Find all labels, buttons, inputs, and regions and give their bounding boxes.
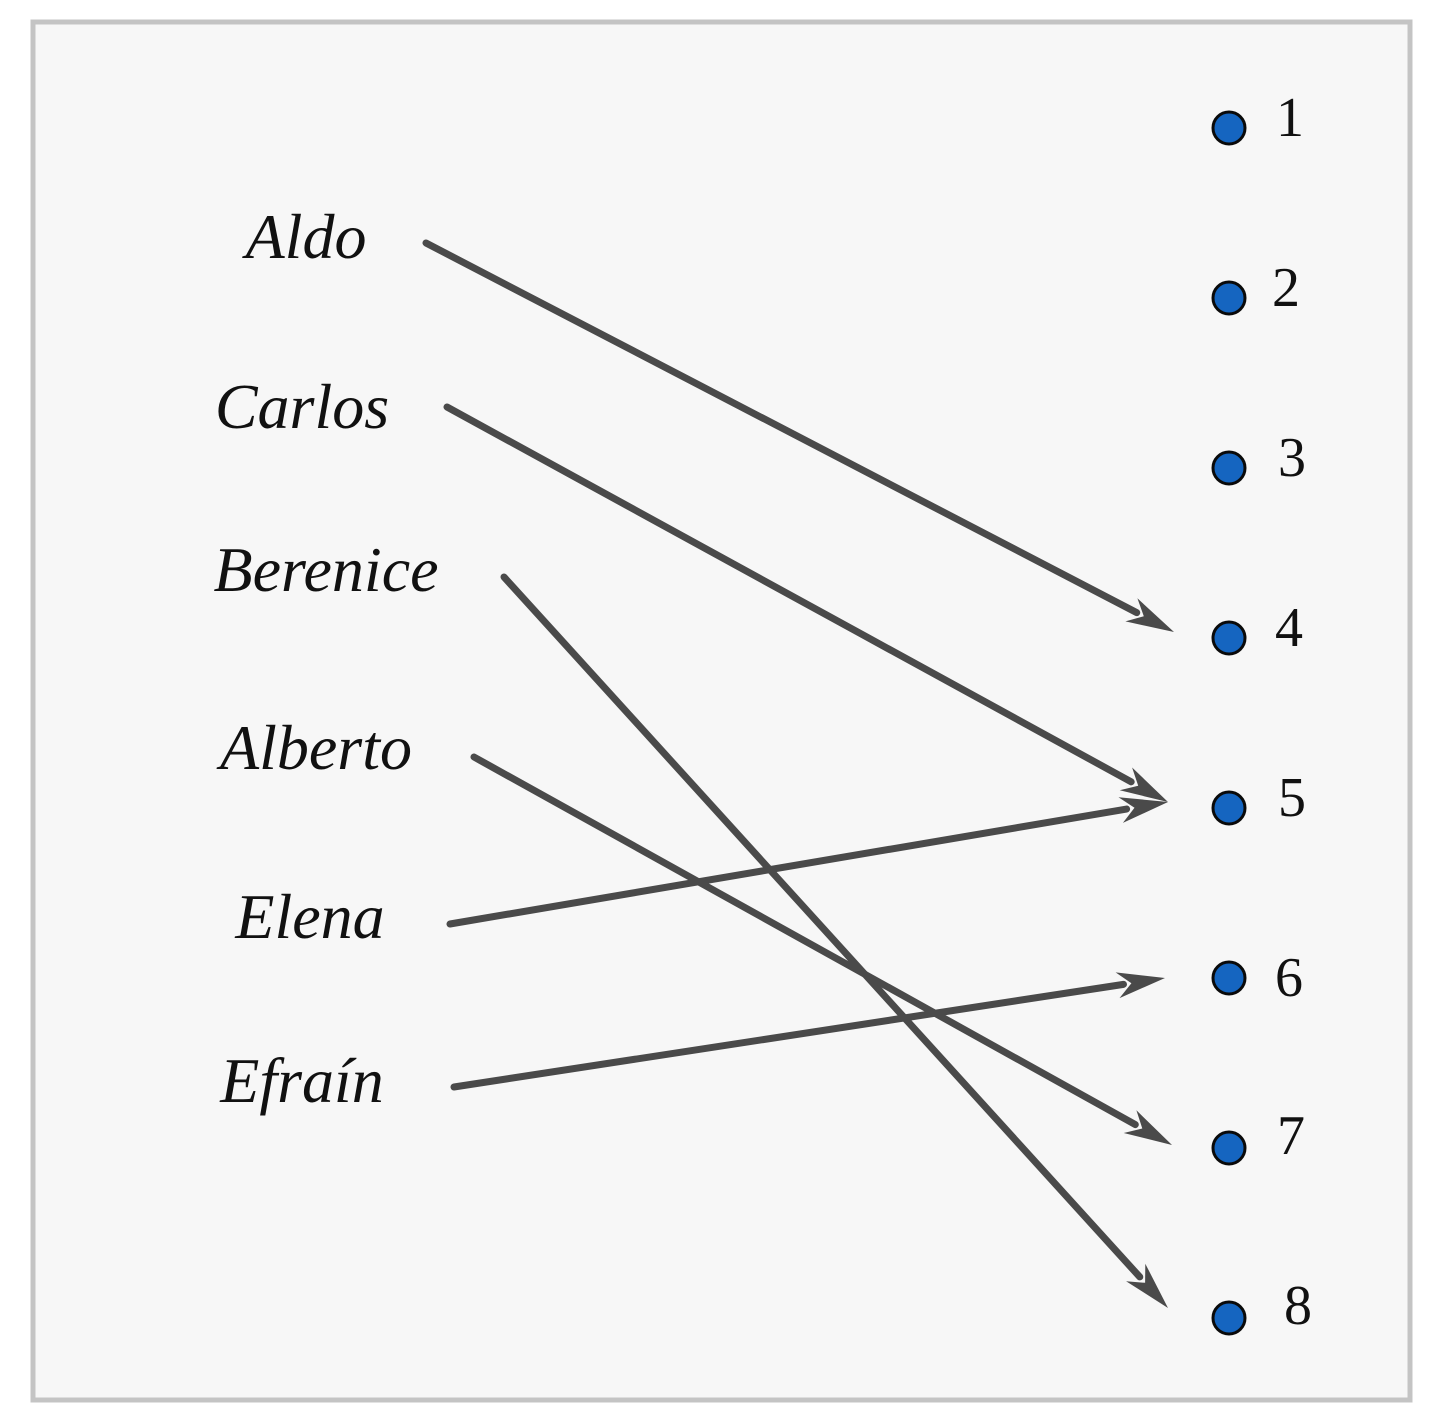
arrow-shaft [450,980,1127,1091]
dot-8 [1211,1300,1247,1336]
arrow-efrain-to-n6 [450,972,1165,1091]
dot-1 [1211,110,1247,146]
arrow-aldo-to-n4 [422,239,1174,632]
arrowhead [1119,767,1168,802]
name-efrain: Efraín [219,1045,384,1116]
number-5: 5 [1278,767,1306,829]
arrowhead [1126,1263,1168,1308]
name-berenice: Berenice [213,534,438,605]
number-6: 6 [1275,947,1303,1009]
domain-names: Aldo Carlos Berenice Alberto Elena Efraí… [213,201,438,1116]
dot-4 [1211,620,1247,656]
number-3: 3 [1278,427,1306,489]
arrowhead [1118,797,1168,823]
name-elena: Elena [234,881,384,952]
arrowhead [1123,1110,1172,1145]
dot-3 [1211,450,1247,486]
dot-2 [1211,280,1247,316]
arrow-shaft [446,805,1131,928]
number-4: 4 [1275,597,1303,659]
number-1: 1 [1276,87,1304,149]
name-carlos: Carlos [215,371,389,442]
arrow-shaft [470,753,1139,1129]
arrow-shaft [422,239,1141,617]
number-7: 7 [1277,1105,1305,1167]
arrowhead [1115,972,1165,999]
dot-7 [1211,1130,1247,1166]
number-8: 8 [1284,1275,1312,1337]
arrow-carlos-to-n5 [443,403,1168,802]
name-aldo: Aldo [242,201,367,272]
arrow-shaft [500,573,1144,1281]
dot-5 [1211,790,1247,826]
diagram-panel [30,19,1413,1403]
arrow-berenice-to-n8 [500,573,1168,1308]
arrow-shaft [443,403,1135,786]
arrow-elena-to-n5 [446,797,1168,928]
arrows-layer [422,239,1174,1308]
arrowhead [1125,598,1174,632]
arrow-alberto-to-n7 [470,753,1172,1145]
dot-6 [1211,960,1247,996]
name-alberto: Alberto [216,712,412,783]
codomain-numbers: 1 2 3 4 5 6 7 8 [1272,87,1312,1337]
codomain-dots [1211,110,1247,1336]
number-2: 2 [1272,257,1300,319]
